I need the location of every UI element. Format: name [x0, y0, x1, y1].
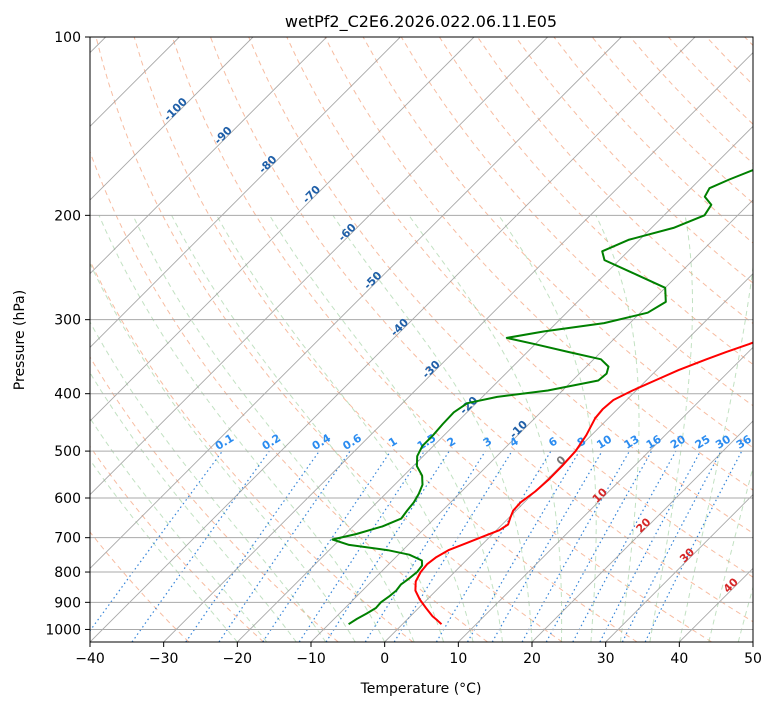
- plot-frame: [89, 36, 754, 643]
- dry-adiabat: [515, 37, 753, 284]
- dry-adiabat: [400, 37, 753, 407]
- x-tick-label: −40: [75, 651, 105, 667]
- isotherm: [90, 37, 475, 422]
- moist-adiabat: [649, 215, 693, 642]
- isotherm: [90, 37, 327, 275]
- x-tick-label: 40: [670, 651, 688, 667]
- mixing-ratio-line: [298, 450, 425, 642]
- x-tick-label: 10: [449, 651, 467, 667]
- y-tick-label: 900: [54, 595, 81, 611]
- y-tick-label: 800: [54, 565, 81, 581]
- x-tick-label: −30: [149, 651, 179, 667]
- mixing-ratio-label: 36: [734, 432, 754, 451]
- moist-adiabat: [708, 465, 753, 642]
- isotherm: [531, 420, 753, 642]
- dry-adiabat: [90, 445, 264, 642]
- moist-adiabat: [90, 417, 268, 642]
- y-axis: 1000 900 800 700 600 500 400 300 200 100: [45, 30, 90, 638]
- isotherm: [605, 494, 753, 642]
- y-tick-label: 200: [54, 208, 81, 224]
- moist-adiabat: [595, 215, 640, 642]
- isotherm: [163, 52, 753, 642]
- mixing-ratio-line: [599, 450, 702, 642]
- moist-adiabat: [737, 585, 753, 642]
- temperature-line: [414, 341, 753, 625]
- isotherm: [90, 37, 401, 348]
- mixing-ratio-line: [185, 450, 320, 642]
- background-lines: [90, 37, 753, 642]
- isotherm: [90, 37, 622, 569]
- x-tick-label: 30: [597, 651, 615, 667]
- x-tick-label: −20: [223, 651, 253, 667]
- x-axis: −40 −30 −20 −10 0 10 20 30 40 50: [75, 642, 762, 667]
- isotherm: [310, 199, 753, 642]
- y-tick-label: 500: [54, 444, 81, 460]
- series-lines: [331, 169, 753, 626]
- isotherm: [384, 273, 753, 642]
- moist-adiabat: [216, 215, 474, 642]
- moist-adiabat: [132, 215, 415, 642]
- y-tick-label: 600: [54, 491, 81, 507]
- x-tick-label: 50: [744, 651, 762, 667]
- moist-adiabat: [408, 215, 563, 642]
- dewpoint-line: [331, 169, 753, 626]
- isotherm: [458, 346, 753, 642]
- dry-adiabat: [90, 150, 488, 642]
- x-tick-label: −10: [296, 651, 326, 667]
- y-axis-title: Pressure (hPa): [12, 290, 28, 390]
- dry-adiabat: [248, 37, 753, 578]
- x-tick-label: 0: [380, 651, 389, 667]
- isotherm: [90, 37, 696, 642]
- chart-title: wetPf2_C2E6.2026.022.06.11.E05: [285, 12, 557, 32]
- mixing-ratio-line: [466, 450, 580, 642]
- y-tick-label: 100: [54, 30, 81, 46]
- isotherm: [90, 37, 254, 201]
- mixing-ratio-line: [364, 450, 486, 642]
- mixing-ratio-line: [435, 450, 552, 642]
- mixing-ratio-line: [262, 450, 392, 642]
- dry-adiabat: [90, 531, 190, 642]
- y-tick-label: 300: [54, 313, 81, 329]
- moist-adiabat: [269, 215, 503, 642]
- moist-adiabat: [90, 371, 297, 642]
- moist-adiabat: [90, 459, 238, 642]
- y-tick-label: 400: [54, 387, 81, 403]
- moist-adiabat: [171, 215, 445, 642]
- dry-adiabat: [171, 37, 712, 642]
- moist-adiabat: [90, 262, 356, 642]
- moist-adiabat: [332, 215, 533, 642]
- mixing-ratio-line: [218, 450, 351, 642]
- dry-adiabat: [133, 37, 638, 642]
- moist-adiabat: [678, 263, 753, 642]
- moist-adiabat: [90, 321, 327, 642]
- x-axis-title: Temperature (°C): [360, 681, 482, 697]
- y-tick-label: 1000: [45, 622, 81, 638]
- isotherm: [90, 37, 548, 496]
- dry-adiabat: [210, 37, 753, 623]
- grid-lines: [90, 37, 753, 642]
- dry-adiabat: [95, 37, 563, 642]
- mixing-ratio-line: [572, 450, 677, 642]
- x-tick-label: 20: [523, 651, 541, 667]
- mixing-ratio-line: [325, 450, 450, 642]
- y-tick-label: 700: [54, 531, 81, 547]
